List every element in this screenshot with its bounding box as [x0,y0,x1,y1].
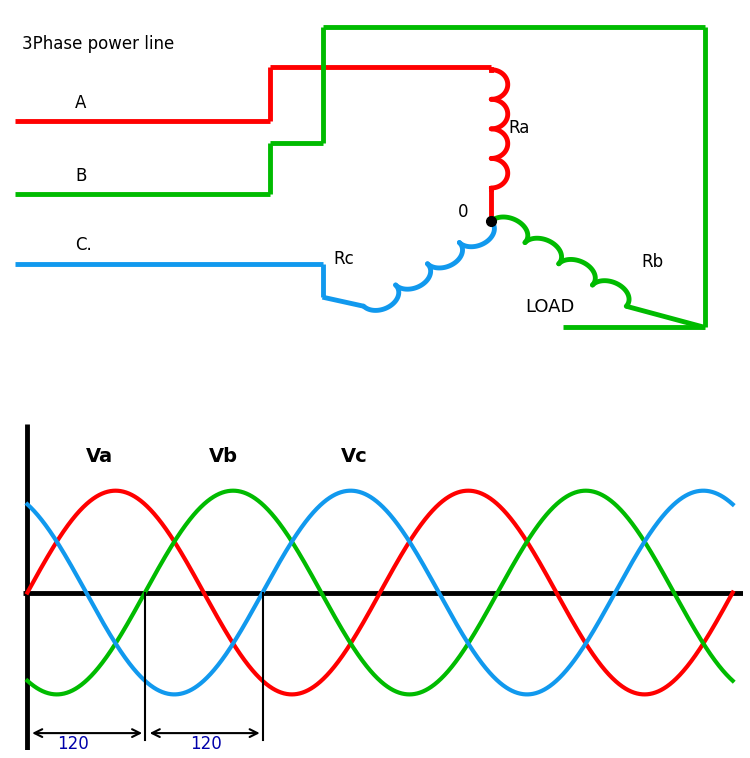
Text: Vc: Vc [340,447,368,466]
Text: 120: 120 [190,735,221,753]
Text: B: B [75,167,86,185]
Text: LOAD: LOAD [525,299,574,316]
Text: 120: 120 [58,735,89,753]
Text: Vb: Vb [209,447,238,466]
Text: Va: Va [86,447,113,466]
Text: C.: C. [75,236,92,255]
Text: Ra: Ra [509,120,530,137]
Text: Rb: Rb [641,253,663,271]
Text: 3Phase power line: 3Phase power line [22,35,175,52]
Text: 0: 0 [458,203,468,221]
Text: A: A [75,94,86,112]
Text: Rc: Rc [334,250,355,268]
